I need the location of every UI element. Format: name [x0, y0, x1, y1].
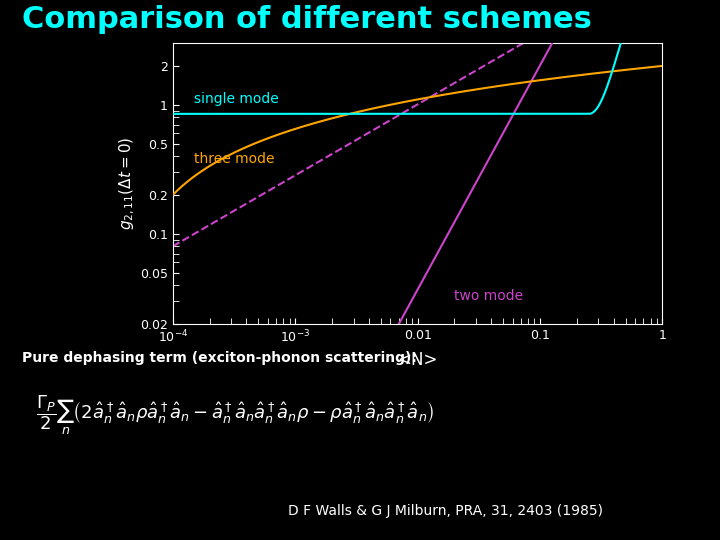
Text: single mode: single mode: [194, 92, 279, 106]
Text: three mode: three mode: [194, 152, 275, 166]
Text: $\dfrac{\Gamma_P}{2}\sum_n\left(2\hat{a}_n^\dagger\hat{a}_n\rho\hat{a}_n^\dagger: $\dfrac{\Gamma_P}{2}\sum_n\left(2\hat{a}…: [36, 394, 434, 437]
Text: D F Walls & G J Milburn, PRA, 31, 2403 (1985): D F Walls & G J Milburn, PRA, 31, 2403 (…: [288, 504, 603, 518]
Y-axis label: $g_{2,11}(\Delta t{=}0)$: $g_{2,11}(\Delta t{=}0)$: [118, 137, 138, 230]
Text: Comparison of different schemes: Comparison of different schemes: [22, 5, 591, 35]
Text: two mode: two mode: [454, 289, 523, 303]
X-axis label: <N>: <N>: [397, 351, 438, 369]
Text: Pure dephasing term (exciton-phonon scattering):: Pure dephasing term (exciton-phonon scat…: [22, 351, 416, 365]
